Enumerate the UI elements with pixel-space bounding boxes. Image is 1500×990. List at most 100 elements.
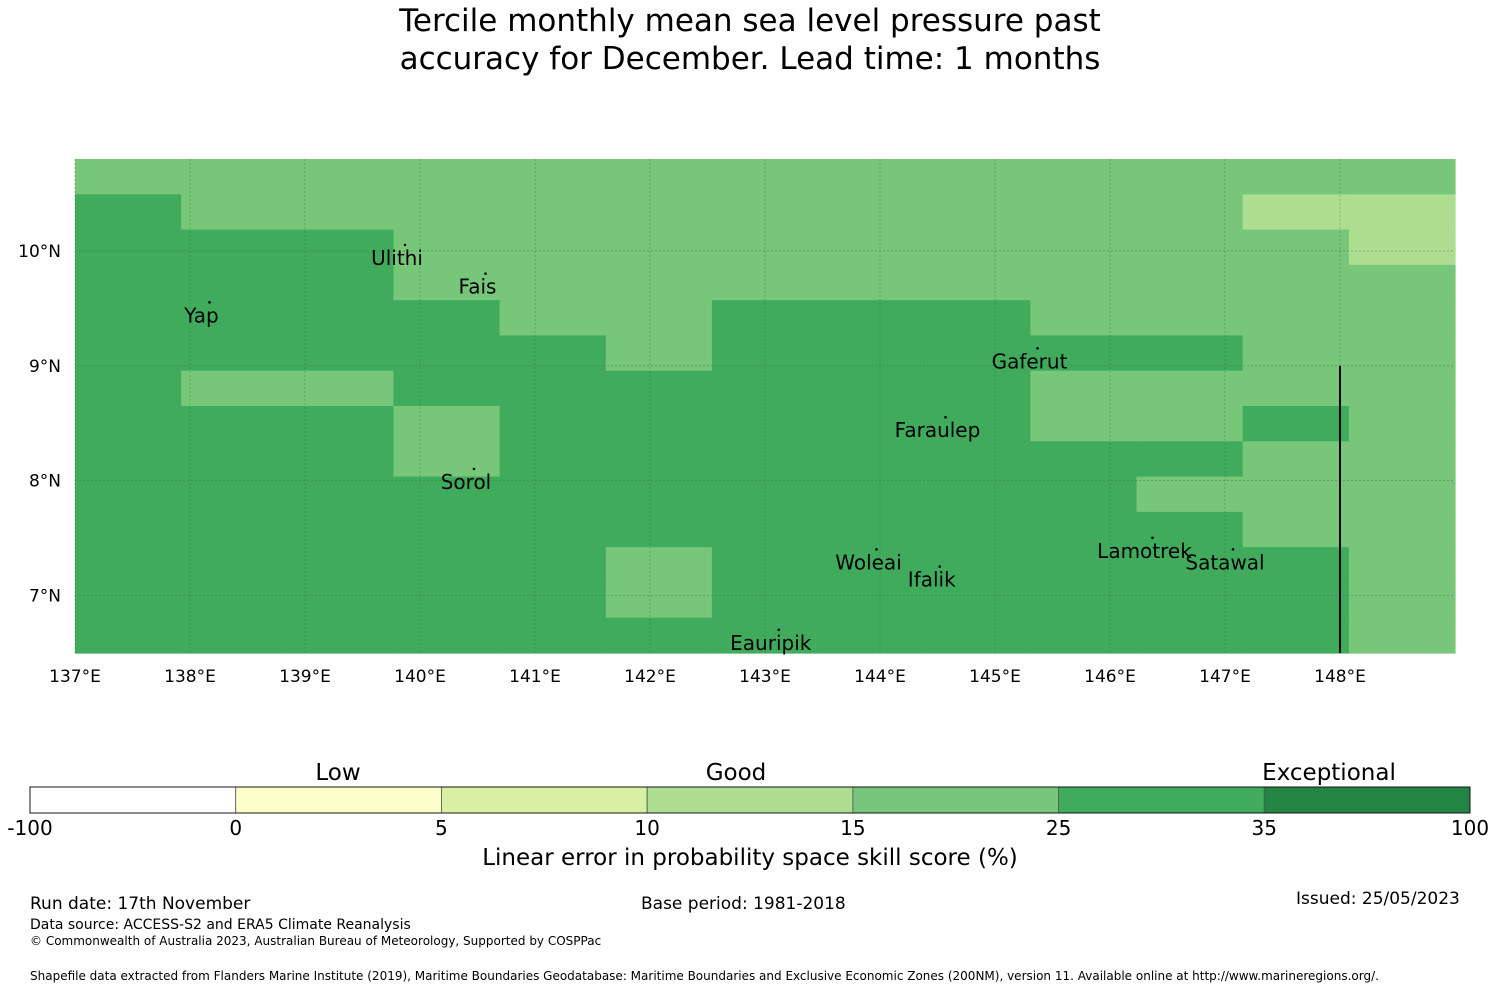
skill-cell — [393, 547, 501, 584]
colorbar-tick-label: 10 — [634, 816, 659, 840]
skill-cell — [711, 476, 819, 513]
skill-cell — [605, 229, 713, 266]
skill-cell — [605, 264, 713, 301]
skill-cell — [393, 511, 501, 548]
skill-cell — [1136, 229, 1244, 266]
skill-cell — [1225, 159, 1341, 195]
skill-cell — [711, 511, 819, 548]
skill-cell — [181, 511, 288, 548]
skill-cell — [75, 194, 182, 231]
skill-cell — [880, 159, 996, 195]
skill-cell — [1348, 264, 1456, 301]
skill-cell — [499, 335, 607, 372]
island-marker — [484, 272, 487, 275]
skill-cell — [1242, 229, 1350, 266]
skill-cell — [995, 159, 1111, 195]
skill-map: Yap Ulithi Fais Gaferut Faraulep Sorol WoleaiI… — [18, 159, 1456, 687]
skill-cell — [1242, 370, 1350, 407]
lon-tick-label: 147°E — [1199, 667, 1251, 687]
skill-cell — [499, 547, 607, 584]
skill-cell — [181, 617, 288, 654]
skill-cell — [499, 476, 607, 513]
skill-cell — [1030, 617, 1138, 654]
title-line-1: Tercile monthly mean sea level pressure … — [399, 3, 1101, 39]
island-marker — [875, 548, 878, 551]
island-label-ifalik: Ifalik — [908, 568, 956, 592]
colorbar-segment — [852, 786, 1059, 814]
skill-cell — [1030, 441, 1138, 478]
skill-cell — [1348, 511, 1456, 548]
skill-cell — [818, 264, 925, 301]
lon-tick-label: 138°E — [164, 667, 216, 687]
skill-cell — [181, 406, 288, 442]
category-good: Good — [705, 760, 767, 786]
colorbar-tick-label: 25 — [1046, 816, 1071, 840]
skill-cell — [1136, 194, 1244, 231]
skill-cell — [818, 476, 925, 513]
skill-cell — [605, 441, 713, 478]
skill-cell — [181, 264, 288, 301]
skill-cell — [181, 194, 288, 231]
colorbar-segment — [1263, 786, 1471, 814]
skill-cell — [499, 264, 607, 301]
skill-cell — [924, 476, 1031, 513]
lon-tick-label: 145°E — [969, 667, 1021, 687]
skill-cell — [305, 159, 421, 195]
skill-cell — [1242, 547, 1350, 584]
lat-tick-label: 9°N — [29, 357, 61, 377]
colorbar-segment — [1058, 786, 1265, 814]
skill-cell — [924, 511, 1031, 548]
skill-cell — [75, 370, 182, 407]
skill-cell — [1242, 617, 1350, 654]
skill-cell — [75, 229, 182, 266]
skill-cell — [181, 441, 288, 478]
skill-cell — [605, 335, 713, 372]
skill-cell — [287, 370, 395, 407]
lon-tick-label: 143°E — [739, 667, 791, 687]
skill-cell — [1242, 335, 1350, 372]
skill-cell — [924, 335, 1031, 372]
skill-cell — [1348, 617, 1456, 654]
skill-cell — [924, 582, 1031, 619]
island-label-gaferut: Gaferut — [992, 349, 1068, 373]
skill-cell — [75, 582, 182, 619]
skill-cell — [499, 441, 607, 478]
colorbar-segments — [29, 786, 1471, 814]
skill-cell — [605, 406, 713, 442]
colorbar-title: Linear error in probability space skill … — [482, 845, 1018, 871]
island-label-sorol: Sorol — [441, 470, 492, 494]
skill-cell — [924, 441, 1031, 478]
skill-cell — [287, 194, 395, 231]
skill-cell — [1136, 406, 1244, 442]
skill-cell — [1242, 511, 1350, 548]
skill-cell — [605, 300, 713, 337]
colorbar-tick-labels: -100 0 5 10 15 25 35 100 — [7, 816, 1489, 840]
skill-cell — [1136, 617, 1244, 654]
lon-tick-label: 148°E — [1314, 667, 1366, 687]
skill-cell — [1030, 194, 1138, 231]
island-marker — [1231, 548, 1235, 551]
skill-cell — [765, 159, 881, 195]
skill-cell — [75, 547, 182, 584]
skill-cell — [1030, 406, 1138, 442]
skill-cell — [818, 335, 925, 372]
skill-cell — [499, 194, 607, 231]
category-exceptional: Exceptional — [1262, 760, 1396, 786]
skill-cell — [605, 511, 713, 548]
skill-cell — [711, 300, 819, 337]
skill-cell — [287, 617, 395, 654]
island-label-lamotrek: Lamotrek — [1097, 539, 1192, 563]
skill-cell — [1136, 511, 1244, 548]
skill-cell — [924, 300, 1031, 337]
title-line-2: accuracy for December. Lead time: 1 mont… — [399, 41, 1101, 77]
island-label-woleai: Woleai — [835, 550, 902, 574]
skill-cell — [1348, 547, 1456, 584]
skill-cell — [650, 159, 766, 195]
skill-cell — [75, 476, 182, 513]
skill-cell — [393, 441, 501, 478]
issued-date: Issued: 25/05/2023 — [1296, 889, 1460, 909]
lon-tick-label: 139°E — [279, 667, 331, 687]
skill-cell — [499, 582, 607, 619]
chart-title: Tercile monthly mean sea level pressure … — [0, 2, 1500, 78]
skill-cell — [1136, 547, 1244, 584]
